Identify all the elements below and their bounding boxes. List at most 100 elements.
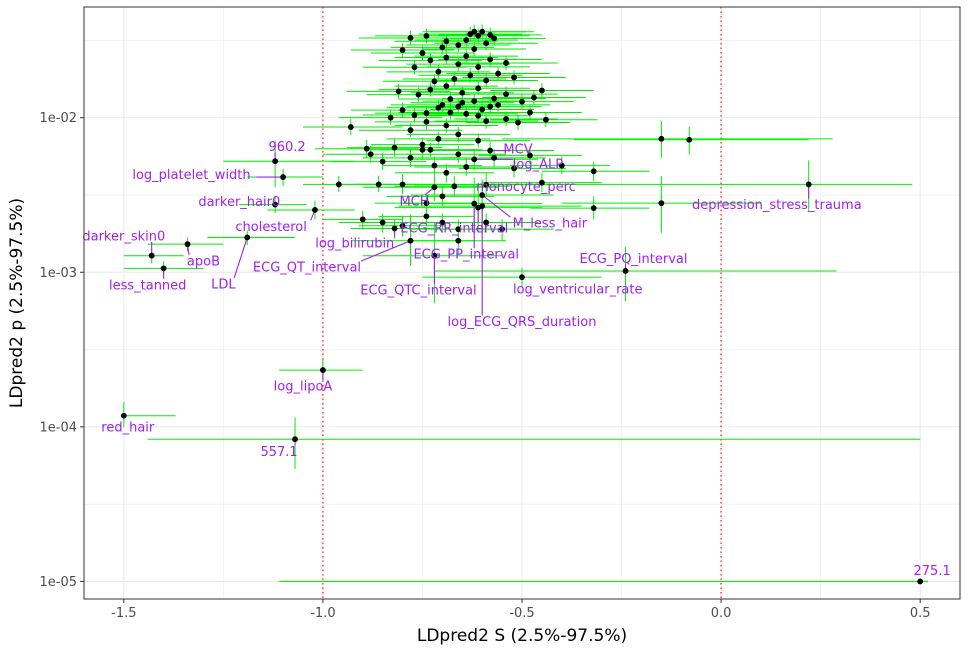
data-point bbox=[443, 122, 450, 129]
data-point bbox=[527, 152, 533, 159]
labeled-point bbox=[479, 192, 486, 198]
data-point bbox=[463, 164, 470, 170]
data-point bbox=[483, 219, 490, 226]
label-leader-line bbox=[233, 237, 248, 279]
point-label: ECG_PP_interval bbox=[413, 248, 519, 263]
data-point bbox=[415, 91, 422, 98]
data-point bbox=[359, 216, 366, 223]
x-tick-label: -0.5 bbox=[509, 606, 534, 621]
labeled-point bbox=[280, 174, 286, 180]
data-point bbox=[491, 95, 498, 102]
data-point bbox=[367, 151, 374, 158]
point-label: 557.1 bbox=[260, 445, 297, 460]
point-label: log_ALP bbox=[513, 157, 563, 172]
data-point bbox=[435, 68, 442, 75]
data-point bbox=[479, 28, 486, 35]
data-point bbox=[491, 35, 498, 42]
data-point bbox=[439, 193, 446, 200]
data-point bbox=[487, 103, 494, 110]
labeled-point bbox=[312, 207, 318, 213]
data-point bbox=[407, 35, 414, 41]
data-point bbox=[411, 64, 418, 71]
data-point bbox=[399, 47, 406, 53]
data-point bbox=[539, 87, 545, 94]
data-point bbox=[491, 154, 498, 161]
point-label: red_hair bbox=[101, 421, 155, 436]
data-point bbox=[475, 137, 482, 144]
labeled-point bbox=[483, 181, 490, 188]
labeled-point bbox=[320, 367, 326, 373]
labeled-point bbox=[431, 184, 438, 191]
labeled-point bbox=[475, 204, 482, 211]
data-point bbox=[459, 99, 466, 106]
data-point bbox=[479, 106, 486, 113]
data-point bbox=[439, 101, 446, 108]
data-point bbox=[483, 77, 490, 84]
point-labels: 275.1 red_hair 557.1 log_lipoA ECG_PQ_interv… bbox=[82, 140, 950, 579]
data-point bbox=[475, 85, 482, 92]
x-tick-label: -1.0 bbox=[310, 606, 335, 621]
y-tick-label: 1e-05 bbox=[39, 575, 77, 590]
data-point bbox=[499, 226, 505, 233]
data-point bbox=[527, 109, 533, 116]
labeled-point bbox=[391, 225, 398, 232]
data-point bbox=[455, 151, 462, 158]
x-tick-label: 0.5 bbox=[910, 606, 931, 621]
data-point bbox=[379, 219, 386, 226]
data-points bbox=[120, 28, 924, 585]
y-tick-label: 1e-04 bbox=[39, 420, 77, 435]
data-point bbox=[455, 61, 462, 68]
data-point bbox=[531, 94, 537, 101]
data-point bbox=[439, 44, 446, 51]
point-label: log_lipoA bbox=[274, 379, 333, 394]
labeled-point bbox=[160, 265, 167, 272]
data-point bbox=[686, 136, 693, 143]
data-point bbox=[379, 158, 386, 165]
data-point bbox=[590, 168, 597, 175]
data-point bbox=[463, 53, 470, 60]
data-point bbox=[399, 222, 406, 229]
x-tick-label: 0.0 bbox=[711, 606, 732, 621]
data-point bbox=[399, 107, 406, 113]
data-point bbox=[658, 200, 665, 207]
data-point bbox=[658, 135, 665, 142]
data-point bbox=[463, 110, 470, 117]
data-point bbox=[467, 72, 474, 79]
y-axis-title: LDpred2 p (2.5%-97.5%) bbox=[7, 198, 27, 408]
data-point bbox=[419, 141, 426, 148]
data-point bbox=[487, 56, 494, 63]
data-point bbox=[427, 146, 434, 153]
data-point bbox=[542, 116, 549, 123]
data-point bbox=[399, 181, 406, 188]
data-point bbox=[363, 145, 370, 152]
data-point bbox=[451, 183, 458, 190]
data-point bbox=[423, 33, 430, 39]
data-point bbox=[419, 50, 426, 56]
data-point bbox=[483, 118, 490, 125]
data-point bbox=[375, 181, 382, 188]
data-point bbox=[391, 144, 398, 151]
point-label: M_less_hair bbox=[513, 217, 588, 232]
point-label: MCH bbox=[399, 194, 429, 209]
labeled-point bbox=[272, 158, 279, 165]
data-point bbox=[407, 127, 414, 134]
x-axis-title: LDpred2 S (2.5%-97.5%) bbox=[417, 626, 627, 646]
data-point bbox=[427, 57, 434, 64]
data-point bbox=[419, 146, 426, 153]
point-label: 960.2 bbox=[268, 140, 305, 155]
labeled-point bbox=[917, 578, 924, 585]
labeled-point bbox=[431, 252, 438, 259]
data-point bbox=[495, 101, 502, 108]
labeled-point bbox=[622, 268, 629, 274]
point-label: ECG_QT_interval bbox=[253, 261, 361, 276]
data-point bbox=[487, 32, 494, 38]
y-axis-ticks: 1e-05 1e-04 1e-03 1e-02 bbox=[39, 111, 84, 590]
data-point bbox=[503, 60, 509, 66]
point-label: ECG_RR_interval bbox=[400, 222, 508, 237]
data-point bbox=[423, 213, 430, 220]
labeled-point bbox=[519, 274, 525, 281]
point-label: depression_stress_trauma bbox=[692, 198, 862, 213]
point-label: darker_hair0 bbox=[198, 195, 280, 210]
